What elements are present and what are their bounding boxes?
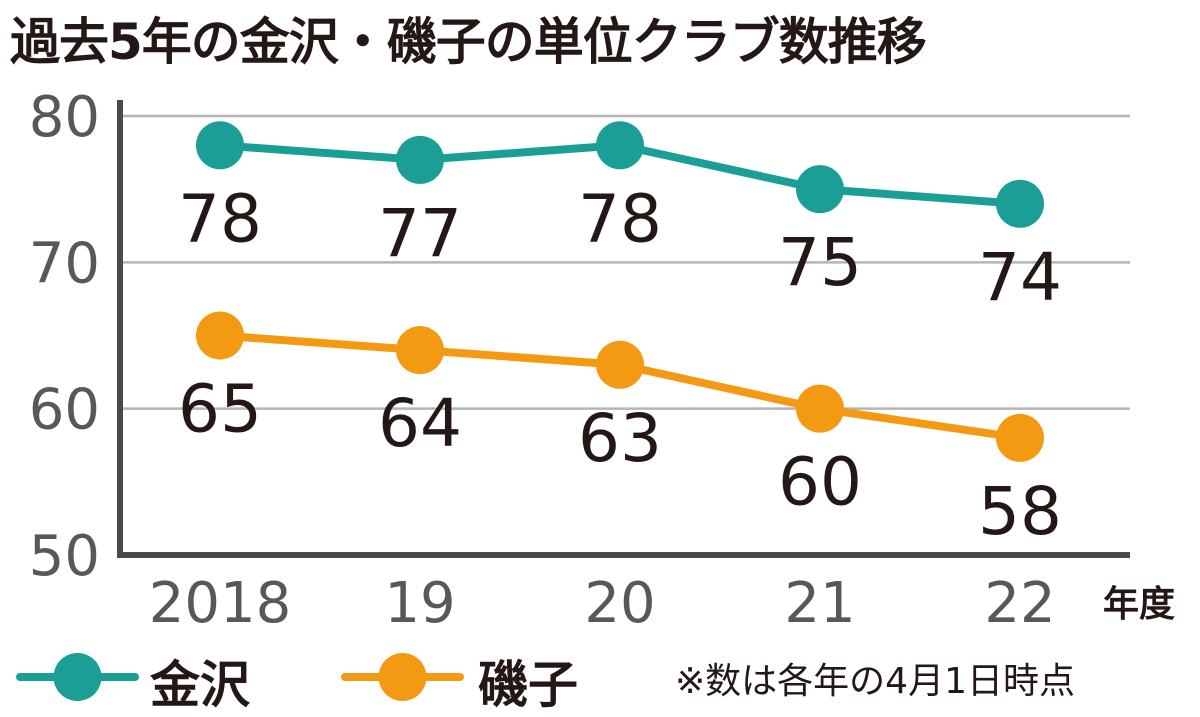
legend-marker-0 (53, 653, 102, 701)
data-point (196, 311, 244, 360)
data-label: 58 (978, 473, 1062, 550)
data-label: 60 (778, 444, 862, 521)
data-label: 78 (178, 180, 262, 257)
data-point (996, 179, 1044, 228)
footnote: ※数は各年の4月1日時点 (675, 661, 1075, 702)
data-label: 74 (978, 239, 1062, 316)
y-tick-label: 60 (29, 378, 100, 443)
data-point (196, 121, 244, 170)
data-label: 63 (578, 400, 662, 477)
y-tick-label: 50 (29, 524, 100, 589)
y-tick-label: 70 (29, 231, 100, 296)
data-point (596, 121, 644, 170)
legend-label-isogo: 磯子 (478, 656, 578, 714)
data-point (396, 135, 444, 184)
data-point (396, 326, 444, 375)
data-point (596, 340, 644, 389)
x-tick-label: 21 (784, 571, 855, 636)
data-label: 78 (578, 180, 662, 257)
data-point (796, 384, 844, 433)
data-label: 77 (378, 195, 462, 272)
x-tick-label: 20 (584, 571, 655, 636)
data-label: 64 (378, 385, 462, 462)
data-point (796, 165, 844, 214)
x-tick-label: 19 (384, 571, 455, 636)
y-tick-label: 80 (29, 85, 100, 150)
x-tick-label: 22 (984, 571, 1055, 636)
data-label: 65 (178, 371, 262, 448)
x-tick-label: 2018 (149, 571, 292, 636)
data-label: 75 (778, 224, 862, 301)
legend-label-kanazawa: 金沢 (150, 656, 250, 714)
chart-title: 過去5年の金沢・磯子の単位クラブ数推移 (10, 13, 927, 71)
data-point (996, 413, 1044, 462)
legend-marker-1 (378, 653, 427, 701)
x-axis-unit-label: 年度 (1103, 584, 1176, 625)
